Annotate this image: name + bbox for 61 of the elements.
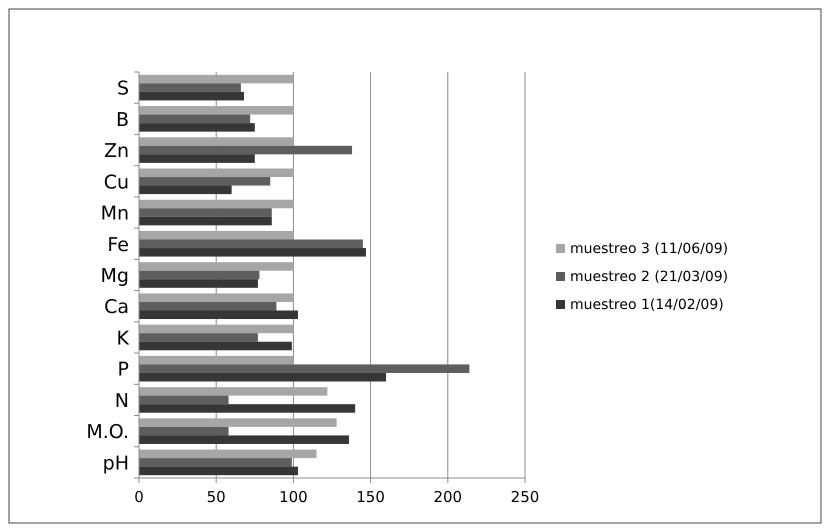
bar: [139, 356, 294, 364]
bar: [139, 83, 241, 92]
bar: [139, 342, 292, 350]
bar: [139, 450, 317, 458]
y-tick-label: Mn: [100, 202, 129, 225]
bar: [139, 177, 270, 186]
bar: [139, 418, 337, 427]
x-tick-label: 250: [510, 488, 540, 506]
bar: [139, 262, 294, 271]
bar: [139, 230, 294, 240]
bar: [139, 154, 255, 163]
bar: [139, 466, 298, 476]
y-tick-label: Cu: [104, 171, 129, 194]
bar: [139, 302, 276, 310]
y-tick-label: Fe: [107, 234, 129, 256]
bar: [139, 310, 298, 320]
y-tick-label: pH: [102, 452, 129, 474]
x-tick-label: 100: [279, 488, 308, 506]
y-tick-label: Zn: [104, 140, 129, 162]
bar: [139, 270, 260, 280]
bar: [139, 200, 294, 208]
y-tick-label: P: [118, 358, 129, 381]
bar: [139, 74, 294, 84]
bar: [139, 123, 255, 132]
bar: [139, 240, 363, 248]
legend-label: muestreo 1(14/02/09): [570, 297, 724, 313]
bar: [139, 458, 292, 467]
y-tick-label: M.O.: [86, 421, 129, 444]
legend-label: muestreo 2 (21/03/09): [570, 269, 728, 285]
bar: [139, 333, 258, 342]
x-tick-label: 200: [433, 488, 462, 506]
bar: [139, 92, 244, 100]
bar: [139, 426, 229, 436]
bar: [139, 387, 328, 396]
bar: [139, 293, 294, 302]
x-tick-label: 150: [356, 488, 385, 506]
y-tick-label: Mg: [100, 265, 129, 287]
bar: [139, 106, 294, 115]
bar: [139, 279, 258, 288]
x-tick-label: 50: [206, 488, 226, 506]
y-tick-label: Ca: [104, 296, 129, 318]
bar: [139, 186, 232, 194]
bar: [139, 208, 272, 217]
bar: [139, 168, 294, 178]
bar: [139, 372, 386, 382]
y-tick-label: K: [116, 327, 130, 350]
bar: [139, 404, 356, 413]
bar: [139, 137, 294, 146]
bar: [139, 146, 352, 154]
bar: [139, 364, 470, 373]
y-tick-label: N: [114, 390, 129, 412]
bar: [139, 216, 272, 226]
y-tick-label: S: [116, 78, 129, 100]
bar: [139, 248, 366, 257]
bar: [139, 114, 250, 124]
x-tick-label: 0: [134, 488, 144, 506]
y-tick-label: B: [116, 108, 129, 131]
bar: [139, 396, 229, 404]
bar: [139, 435, 349, 444]
legend-label: muestreo 3 (11/06/09): [570, 241, 728, 257]
bar: [139, 324, 294, 334]
